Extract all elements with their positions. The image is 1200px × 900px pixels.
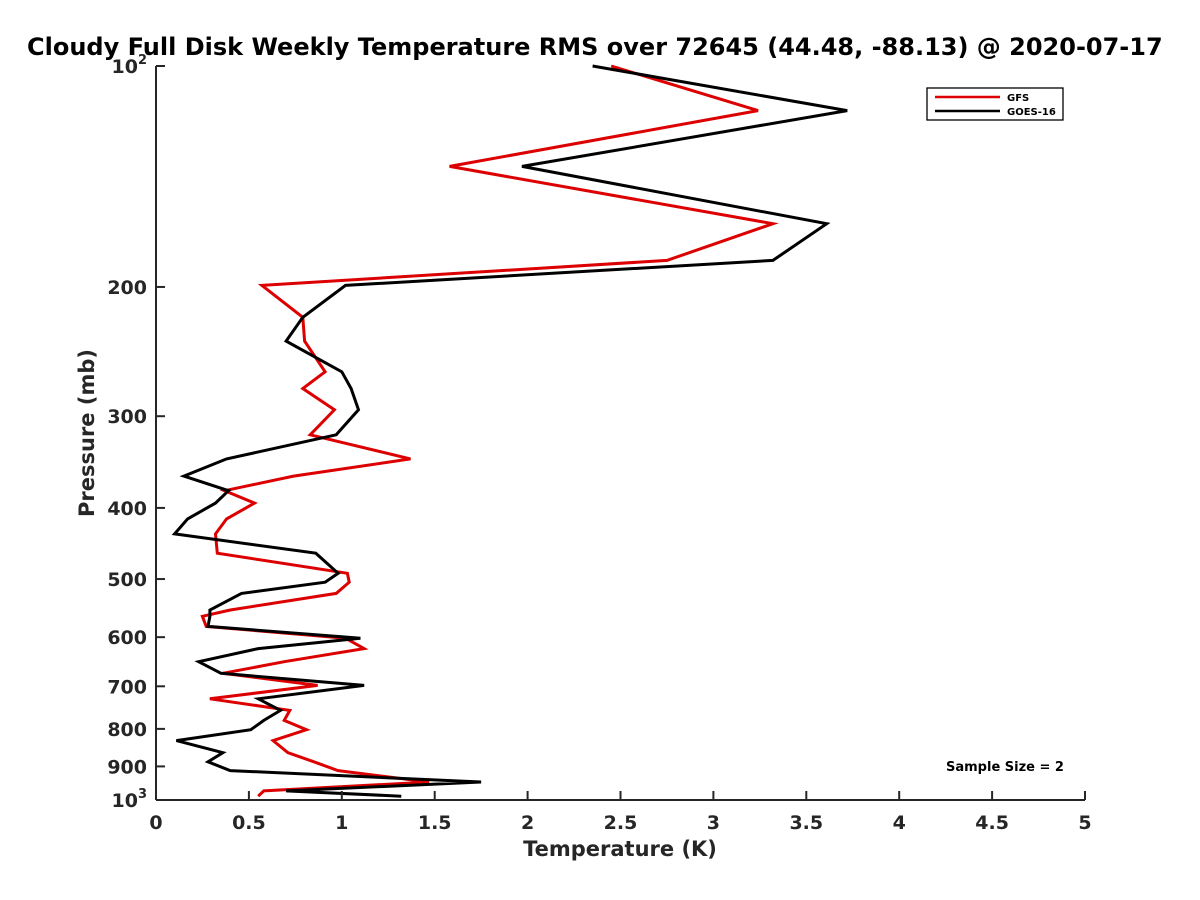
y-tick-label: 700	[107, 676, 147, 698]
y-tick-label: 500	[107, 569, 147, 591]
x-tick-label: 0	[149, 812, 162, 834]
legend: GFS GOES-16	[926, 87, 1064, 121]
series-line-gfs	[200, 64, 779, 798]
y-tick-label: 300	[107, 406, 147, 428]
chart-title: Cloudy Full Disk Weekly Temperature RMS …	[27, 33, 1163, 61]
y-axis-label: Pressure (mb)	[75, 349, 99, 517]
legend-label-goes16: GOES-16	[1007, 107, 1056, 118]
x-tick-label: 4	[893, 812, 906, 834]
y-tick-label: 800	[107, 719, 147, 741]
y-tick-label: 102	[112, 53, 148, 78]
y-tick-label: 900	[107, 756, 147, 778]
x-tick-label: 5	[1078, 812, 1091, 834]
x-tick-label: 0.5	[232, 812, 266, 834]
x-tick-label: 3.5	[789, 812, 823, 834]
y-tick-label: 600	[107, 627, 147, 649]
x-tick-label: 1.5	[418, 812, 452, 834]
legend-box	[926, 87, 1064, 121]
x-axis-label: Temperature (K)	[523, 837, 717, 861]
y-tick-label: 103	[112, 787, 148, 812]
x-tick-label: 2	[521, 812, 534, 834]
y-tick-label: 400	[107, 498, 147, 520]
x-tick-label: 2.5	[604, 812, 638, 834]
x-tick-label: 3	[707, 812, 720, 834]
x-tick-label: 1	[335, 812, 348, 834]
y-tick-label: 200	[107, 277, 147, 299]
sample-size-annotation: Sample Size = 2	[946, 760, 1064, 775]
x-tick-label: 4.5	[975, 812, 1009, 834]
legend-label-gfs: GFS	[1007, 93, 1029, 104]
series-line-goes16	[171, 64, 848, 798]
